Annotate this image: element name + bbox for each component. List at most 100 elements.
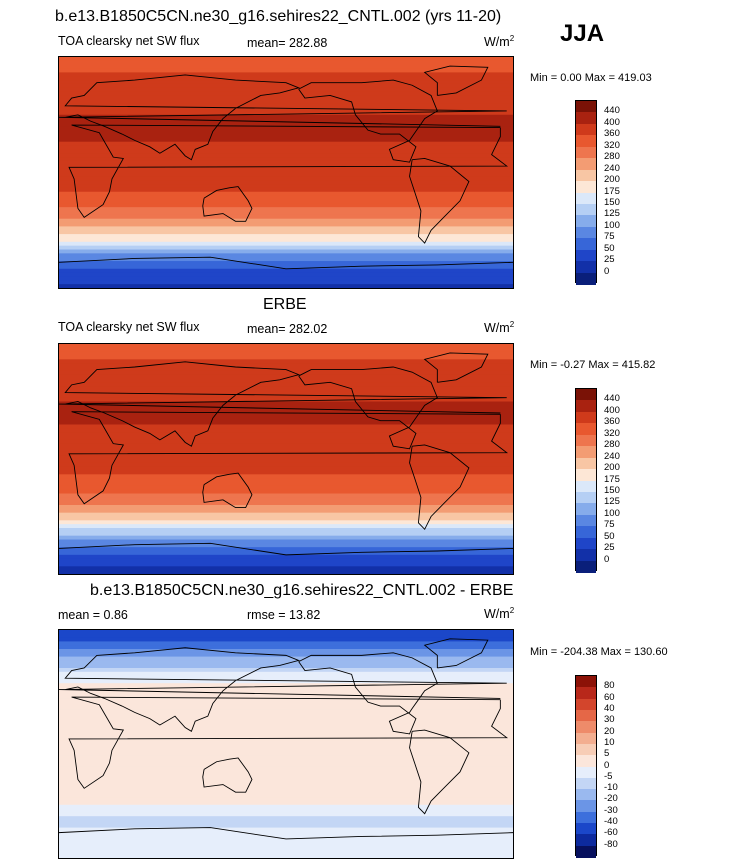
- map-band: [59, 763, 513, 768]
- map-band: [59, 554, 513, 560]
- map-band: [59, 543, 513, 548]
- map-band: [59, 370, 513, 376]
- map-band: [59, 397, 513, 403]
- colorbar-segment: [576, 158, 596, 171]
- colorbar-tick-label: -10: [604, 782, 618, 794]
- panel2-units: W/m2: [484, 320, 515, 336]
- colorbar-tick-label: -30: [604, 804, 618, 816]
- colorbar-tick-label: 75: [604, 231, 615, 243]
- map-band: [59, 842, 513, 848]
- map-band: [59, 512, 513, 518]
- map-band: [59, 386, 513, 391]
- colorbar-segment: [576, 491, 596, 504]
- colorbar-segment: [576, 789, 596, 801]
- colorbar-segment: [576, 203, 596, 216]
- map-band: [59, 284, 513, 288]
- map-band: [59, 110, 513, 116]
- coastline: [59, 542, 513, 556]
- map-band: [59, 812, 513, 817]
- map-band: [59, 393, 513, 399]
- map-band: [59, 241, 513, 247]
- colorbar-tick-label: -80: [604, 838, 618, 850]
- map-band: [59, 679, 513, 684]
- map-band: [59, 808, 513, 813]
- colorbar-segment: [576, 503, 596, 516]
- map-band: [59, 137, 513, 143]
- map-band: [59, 846, 513, 851]
- map-band: [59, 409, 513, 414]
- map-band: [59, 413, 513, 418]
- map-band: [59, 268, 513, 274]
- map-band: [59, 68, 513, 73]
- colorbar-segment: [576, 549, 596, 562]
- map-band: [59, 114, 513, 120]
- map-band: [59, 226, 513, 231]
- colorbar-tick-label: 75: [604, 519, 615, 531]
- map-band: [59, 690, 513, 696]
- map-band: [59, 785, 513, 791]
- map-band: [59, 420, 513, 426]
- colorbar-tick-label: 175: [604, 185, 620, 197]
- map-band: [59, 835, 513, 840]
- map-band: [59, 551, 513, 556]
- map-band: [59, 432, 513, 437]
- map-band: [59, 264, 513, 270]
- colorbar-tick-label: 5: [604, 748, 610, 760]
- colorbar-segment: [576, 423, 596, 436]
- map-band: [59, 272, 513, 278]
- panel2-variable-label: TOA clearsky net SW flux: [58, 320, 200, 334]
- map-band: [59, 804, 513, 810]
- colorbar-segment: [576, 732, 596, 745]
- colorbar-tick-label: 280: [604, 151, 620, 163]
- colorbar-segment: [576, 215, 596, 228]
- colorbar-segment: [576, 676, 596, 688]
- map-band: [59, 157, 513, 162]
- map-band: [59, 134, 513, 139]
- map-band: [59, 99, 513, 104]
- map-band: [59, 528, 513, 533]
- colorbar-segment: [576, 181, 596, 193]
- map-band: [59, 820, 513, 825]
- map-band: [59, 103, 513, 108]
- map-band: [59, 222, 513, 227]
- map-band: [59, 95, 513, 100]
- map-band: [59, 797, 513, 802]
- map-band: [59, 781, 513, 787]
- map-band: [59, 253, 513, 258]
- map-band: [59, 462, 513, 468]
- map-band: [59, 755, 513, 760]
- map-band: [59, 363, 513, 368]
- map-band: [59, 191, 513, 197]
- colorbar-segment: [576, 135, 596, 148]
- map-band: [59, 347, 513, 353]
- colorbar-tick-label: 175: [604, 473, 620, 485]
- panel1-mean-label: mean= 282.88: [247, 36, 328, 50]
- colorbar-segment: [576, 469, 596, 481]
- map-band: [59, 667, 513, 673]
- panel1-minmax: Min = 0.00 Max = 419.03: [530, 72, 652, 84]
- coastline: [202, 472, 253, 509]
- map-band: [59, 724, 513, 730]
- colorbar-segment: [576, 766, 596, 779]
- colorbar-segment: [576, 800, 596, 813]
- colorbar-segment: [576, 389, 596, 401]
- map-band: [59, 359, 513, 364]
- map-band: [59, 633, 513, 639]
- map-band: [59, 122, 513, 127]
- panel3-title: b.e13.B1850C5CN.ne30_g16.sehires22_CNTL.…: [90, 582, 514, 599]
- map-band: [59, 740, 513, 745]
- panel2-colorbar: [575, 388, 597, 573]
- map-band: [59, 721, 513, 726]
- colorbar-tick-label: 50: [604, 530, 615, 542]
- colorbar-tick-label: 360: [604, 128, 620, 140]
- colorbar-tick-label: 320: [604, 139, 620, 151]
- season-label: JJA: [560, 20, 605, 47]
- colorbar-tick-label: 25: [604, 254, 615, 266]
- panel1-units: W/m2: [484, 34, 515, 50]
- map-band: [59, 91, 513, 97]
- colorbar-tick-label: 125: [604, 496, 620, 508]
- colorbar-segment: [576, 755, 596, 767]
- map-band: [59, 664, 513, 669]
- map-band: [59, 801, 513, 806]
- map-band: [59, 570, 513, 574]
